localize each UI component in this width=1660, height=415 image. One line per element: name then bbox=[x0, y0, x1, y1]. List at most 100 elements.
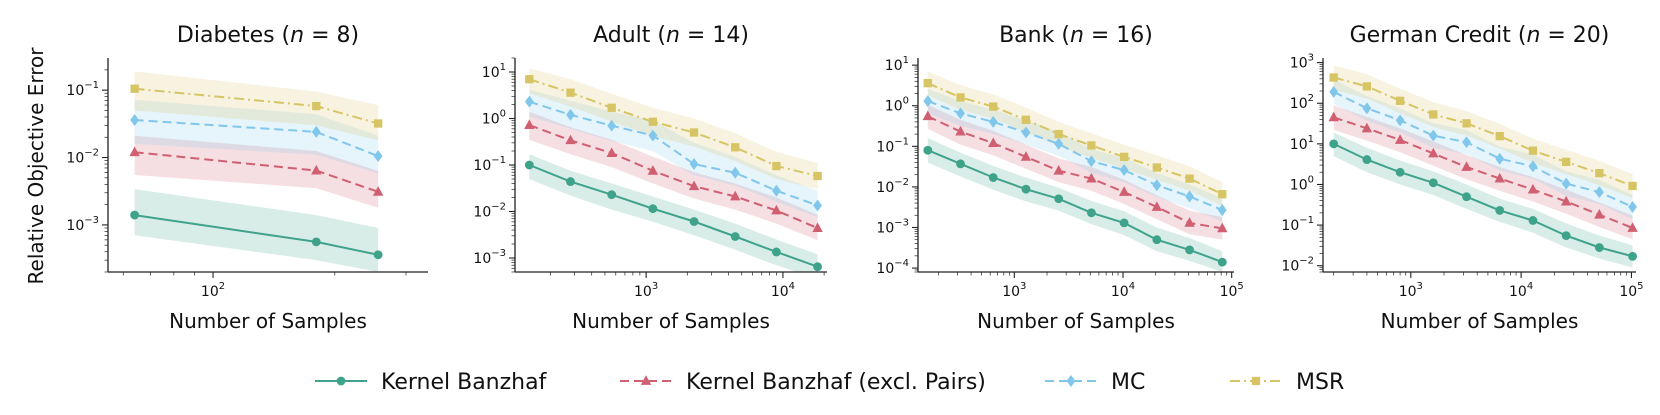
data-point bbox=[1495, 205, 1505, 215]
data-point bbox=[1561, 177, 1571, 190]
data-point bbox=[1594, 243, 1604, 252]
data-point bbox=[1053, 165, 1064, 175]
data-point bbox=[813, 199, 822, 212]
x-tick-label: 103 bbox=[634, 281, 658, 300]
data-point bbox=[130, 114, 140, 127]
data-point bbox=[1395, 167, 1405, 177]
data-point bbox=[1428, 129, 1438, 142]
x-axis-label: Number of Samples bbox=[977, 309, 1175, 333]
y-tick-label: 100 bbox=[482, 108, 506, 127]
data-point bbox=[373, 250, 383, 260]
error-band bbox=[529, 68, 818, 190]
legend-item: Kernel Banzhaf (excl. Pairs) bbox=[620, 370, 986, 395]
data-point bbox=[525, 75, 534, 84]
data-point bbox=[1020, 151, 1032, 161]
data-point bbox=[312, 101, 321, 111]
data-point bbox=[1329, 85, 1339, 98]
data-point bbox=[923, 78, 932, 88]
data-point bbox=[1054, 194, 1064, 204]
data-point bbox=[311, 125, 321, 138]
data-point bbox=[1054, 137, 1064, 150]
x-axis-label: Number of Samples bbox=[1381, 309, 1579, 333]
data-point bbox=[1462, 192, 1471, 202]
data-point bbox=[372, 186, 384, 196]
legend-marker bbox=[1066, 375, 1076, 387]
data-point bbox=[1494, 172, 1505, 183]
data-point bbox=[565, 134, 576, 145]
data-point bbox=[1329, 139, 1339, 149]
data-point bbox=[1429, 110, 1438, 119]
error-band bbox=[134, 135, 379, 208]
y-tick-label: 101 bbox=[482, 62, 506, 81]
error-band bbox=[134, 71, 379, 141]
y-tick-label: 10−2 bbox=[876, 177, 909, 196]
data-point bbox=[1461, 161, 1472, 171]
legend-marker bbox=[336, 376, 346, 386]
data-point bbox=[648, 129, 658, 142]
data-point bbox=[689, 217, 699, 226]
legend-marker bbox=[640, 375, 652, 385]
data-point bbox=[311, 164, 322, 175]
data-point bbox=[130, 84, 139, 93]
x-tick-label: 104 bbox=[771, 281, 795, 300]
data-point bbox=[1394, 134, 1406, 144]
y-tick-label: 10−4 bbox=[876, 258, 909, 277]
data-point bbox=[771, 204, 782, 215]
chart-title: Diabetes (n = 8) bbox=[177, 23, 359, 48]
series-line bbox=[528, 124, 818, 230]
data-point bbox=[772, 161, 781, 171]
error-band bbox=[134, 99, 379, 174]
legend-label: Kernel Banzhaf (excl. Pairs) bbox=[686, 370, 986, 395]
x-tick-label: 104 bbox=[1509, 281, 1533, 300]
data-point bbox=[1185, 174, 1194, 183]
series-line bbox=[1333, 142, 1633, 258]
data-point bbox=[1152, 163, 1162, 172]
data-point bbox=[1595, 168, 1604, 178]
data-point bbox=[1362, 102, 1372, 115]
x-tick-label: 103 bbox=[1399, 281, 1423, 300]
data-point bbox=[1628, 200, 1637, 213]
data-point bbox=[1119, 164, 1129, 177]
y-tick-label: 101 bbox=[1290, 134, 1314, 153]
y-tick-label: 10−1 bbox=[66, 80, 99, 99]
error-band bbox=[134, 189, 379, 272]
data-point bbox=[607, 103, 616, 112]
data-point bbox=[1087, 141, 1096, 150]
data-point bbox=[689, 158, 699, 170]
data-point bbox=[771, 184, 781, 197]
data-point bbox=[1528, 146, 1538, 155]
x-tick-label: 105 bbox=[1619, 281, 1643, 300]
data-point bbox=[1086, 155, 1096, 168]
data-point bbox=[1361, 122, 1373, 133]
y-tick-label: 10−1 bbox=[1281, 215, 1314, 234]
data-point bbox=[129, 146, 140, 157]
data-point bbox=[1628, 181, 1637, 191]
data-point bbox=[988, 137, 999, 148]
data-point bbox=[1185, 245, 1194, 255]
data-point bbox=[1594, 186, 1604, 199]
y-tick-label: 102 bbox=[1290, 93, 1314, 112]
data-point bbox=[1528, 160, 1538, 173]
data-point bbox=[731, 143, 740, 152]
data-point bbox=[1462, 119, 1471, 128]
y-tick-label: 10−2 bbox=[473, 202, 506, 221]
data-point bbox=[1118, 186, 1130, 196]
data-point bbox=[1021, 115, 1031, 124]
data-point bbox=[1495, 152, 1505, 165]
data-point bbox=[1086, 208, 1096, 218]
data-point bbox=[813, 171, 822, 181]
y-tick-label: 10−2 bbox=[1281, 256, 1314, 275]
data-point bbox=[1329, 73, 1338, 82]
data-point bbox=[923, 145, 933, 155]
data-point bbox=[311, 237, 321, 247]
data-point bbox=[1217, 203, 1227, 216]
data-point bbox=[566, 108, 575, 121]
data-point bbox=[648, 117, 658, 126]
chart-panel-1: Diabetes (n = 8) 102 10−3 10−2 10−1 Number of… bbox=[66, 23, 428, 333]
data-point bbox=[813, 262, 822, 272]
y-tick-label: 10−3 bbox=[876, 217, 909, 236]
data-point bbox=[566, 177, 575, 186]
series-line bbox=[528, 100, 818, 207]
data-point bbox=[730, 190, 741, 201]
